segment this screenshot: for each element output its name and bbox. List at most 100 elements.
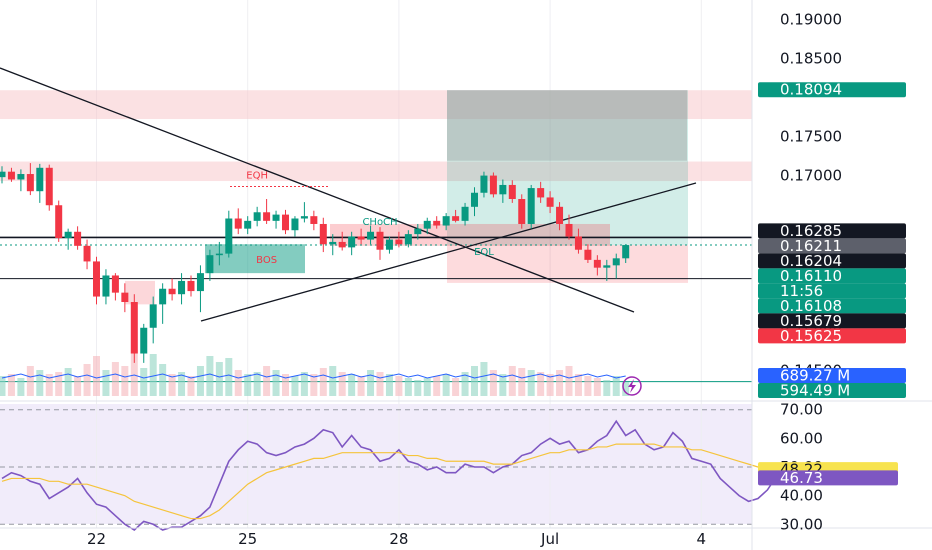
candle-body [93,261,100,297]
candle-body [329,241,337,245]
rsi-badge [758,470,898,486]
candle-body [83,245,91,262]
candle-body [603,265,611,268]
candle-body [395,239,403,245]
candle-body [310,216,318,224]
volume-bar [206,356,214,396]
candle-body [319,223,327,245]
volume-bar [338,372,346,396]
candle-body [471,192,478,207]
bullish-order-block [205,244,305,274]
trendline-descending[interactable] [0,67,635,313]
volume-bar [149,354,157,396]
lightning-bolt-glyph [628,379,636,393]
candle-body [480,175,488,193]
candle-body [102,275,110,297]
candle-body [187,280,195,292]
volume-bar [385,374,393,396]
candle-body [556,206,564,224]
rsi-tick-label: 30.00 [780,515,823,533]
volume-bar [263,366,271,396]
volume-bar [83,364,91,396]
time-tick-label: 4 [697,530,707,548]
price-badge-label: 0.16285 [780,222,842,240]
candle-body [111,275,119,293]
volume-bar [508,366,516,396]
price-badge [758,268,906,284]
candle-body [376,231,384,250]
volume-bar [36,370,44,396]
candle-body [291,218,299,231]
candle-body [546,197,554,207]
volume-bar [7,374,15,396]
volume-bar [423,378,431,396]
price-badge-label: 0.15679 [780,312,842,330]
volume-bar [593,378,601,396]
volume-bar [565,366,573,396]
candle-body [385,239,393,250]
price-badge [758,82,906,98]
volume-bar [45,374,53,396]
price-badge [758,298,906,314]
price-badge-label: 0.16108 [780,297,842,315]
price-badge-label: 0.15625 [780,327,842,345]
price-badge-label: 0.16211 [780,237,842,255]
volume-bar [196,366,204,396]
volume-bar [546,374,554,396]
volume-bar [0,376,6,396]
volume-bar [225,358,233,396]
volume-bar [291,376,299,396]
candle-body [0,171,6,178]
candle-body [404,234,412,245]
volume-bar [272,370,280,396]
volume-bar [74,376,82,396]
price-badge [758,313,906,329]
lightning-icon[interactable] [622,376,642,396]
candle-body [74,231,82,246]
supply-zone [0,161,752,182]
candle-body [234,218,242,229]
price-tick-label: 0.17000 [780,167,842,185]
volume-bar [471,366,478,396]
candle-body [584,249,592,260]
volume-bar [64,368,72,396]
candle-body [45,167,53,206]
candle-body [423,220,431,229]
volume-badge [758,368,906,383]
candle-body [272,214,280,221]
volume-bar [527,370,535,396]
time-tick-label: 28 [389,530,408,548]
annotation-label: CHoCH [362,217,397,228]
volume-bar [130,350,138,396]
volume-bar [55,372,63,396]
candle-body [196,273,204,292]
annotation-label: EQH [246,171,268,182]
price-tick-label: 0.19000 [780,11,842,29]
volume-bar [319,368,327,396]
candle-body [159,288,167,305]
long-stop-zone [447,245,688,283]
volume-bar [357,376,365,396]
volume-bar [282,374,289,396]
annotation-label: EQL [474,247,494,258]
candle-body [593,259,601,268]
volume-bar [442,374,450,396]
candle-body [414,228,422,235]
volume-bar [300,372,308,396]
volume-bar [584,376,592,396]
volume-bar [26,366,34,396]
volume-bar [348,374,356,396]
volume-bar [102,370,110,396]
candle-body [565,223,573,237]
candle-body [499,184,507,195]
volume-bar [168,374,176,396]
candle-body [64,231,72,239]
volume-bar [215,362,223,396]
volume-bar [244,374,252,396]
price-badge [758,283,906,299]
volume-bar [187,376,195,396]
volume-bar [499,374,507,396]
trendline-ascending[interactable] [200,182,697,322]
